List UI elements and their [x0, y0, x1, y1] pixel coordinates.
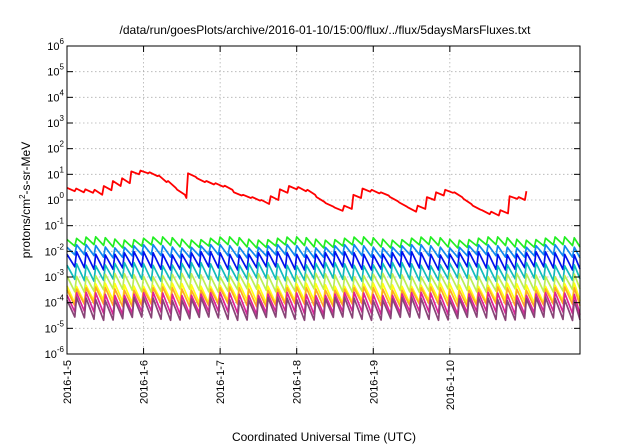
main-series-line — [66, 169, 528, 217]
y-tick-label: 105 — [47, 63, 64, 79]
y-tick-label: 10-2 — [45, 242, 65, 258]
y-tick-label: 101 — [47, 165, 64, 181]
x-tick-label: 2016-1-10 — [445, 360, 457, 410]
sawtooth-series-line — [66, 261, 581, 283]
y-axis: 10-6 10-5 10-4 10-3 10-2 10-1 100 101 102 103 104 1… — [45, 37, 580, 361]
y-tick-label: 10-5 — [45, 319, 65, 335]
y-tick-label: 10-6 — [45, 345, 65, 361]
y-axis-label: protons/cm2-s-sr-MeV — [18, 142, 33, 258]
x-tick-label: 2016-1-6 — [139, 360, 151, 404]
y-tick-label: 10-4 — [45, 294, 65, 310]
sawtooth-series-line — [66, 243, 581, 259]
chart-title: /data/run/goesPlots/archive/2016-01-10/1… — [120, 23, 532, 37]
y-tick-label: 102 — [47, 140, 64, 156]
series — [66, 169, 581, 322]
x-axis-label: Coordinated Universal Time (UTC) — [232, 430, 416, 444]
y-tick-label: 100 — [47, 191, 64, 207]
sawtooth-series-line — [66, 235, 581, 249]
y-tick-label: 106 — [47, 37, 64, 53]
sawtooth-series-line — [66, 272, 581, 294]
x-axis: 2016-1-5 2016-1-6 2016-1-7 2016-1-8 2016-1-9… — [62, 46, 457, 410]
sawtooth-series-line — [66, 296, 581, 322]
y-tick-label: 10-1 — [45, 217, 65, 233]
y-tick-label: 10-3 — [45, 268, 65, 284]
x-tick-label: 2016-1-8 — [292, 360, 304, 404]
y-tick-label: 103 — [47, 114, 64, 130]
sawtooth-series-line — [66, 250, 581, 271]
y-tick-label: 104 — [47, 88, 64, 104]
x-tick-label: 2016-1-7 — [215, 360, 227, 404]
x-tick-label: 2016-1-5 — [62, 360, 74, 404]
x-tick-label: 2016-1-9 — [368, 360, 380, 404]
